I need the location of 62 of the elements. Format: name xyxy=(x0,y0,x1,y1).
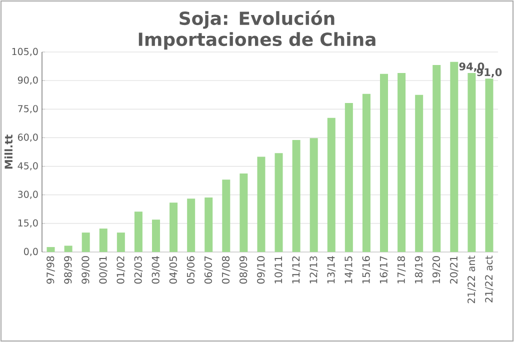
bar xyxy=(240,174,248,252)
bar xyxy=(99,228,108,252)
y-tick-label: 75,0 xyxy=(18,105,38,114)
chart-title: Soja: Evolución Importaciones de China xyxy=(138,10,376,50)
x-tick-label: 08/09 xyxy=(240,256,248,284)
bar xyxy=(432,64,441,252)
x-tick-label: 21/22 ant xyxy=(468,256,476,304)
y-axis-title: Mill.tt xyxy=(4,134,12,169)
y-tick-label: 45,0 xyxy=(18,162,38,170)
y-tick-label: 0,0 xyxy=(24,248,38,256)
x-tick-label: 06/07 xyxy=(204,256,213,284)
bar xyxy=(415,94,424,252)
x-tick-label: 14/15 xyxy=(344,256,354,284)
bar xyxy=(327,118,336,252)
x-tick-label: 16/17 xyxy=(380,256,388,284)
bar xyxy=(485,78,494,252)
x-tick-label: 17/18 xyxy=(397,256,406,284)
x-tick-label: 02/03 xyxy=(134,256,143,284)
x-tick-label: 04/05 xyxy=(169,256,178,284)
x-tick-label: 15/16 xyxy=(362,256,371,284)
y-tick-label: 60,0 xyxy=(18,134,38,142)
x-tick-label: 05/06 xyxy=(186,256,196,284)
bar xyxy=(116,232,125,252)
bar xyxy=(362,94,370,252)
x-tick-label: 12/13 xyxy=(310,256,318,284)
y-tick-label: 15,0 xyxy=(18,219,38,228)
bar xyxy=(468,72,476,252)
bar xyxy=(134,212,142,252)
x-tick-label: 09/10 xyxy=(257,256,266,284)
x-tick-label: 18/19 xyxy=(414,256,424,284)
y-tick-label: 30,0 xyxy=(18,190,38,199)
bar xyxy=(257,156,266,252)
x-tick-label: 97/98 xyxy=(46,256,55,284)
y-tick-label: 90,0 xyxy=(18,76,38,85)
x-tick-label: 19/20 xyxy=(432,256,441,284)
bar xyxy=(204,198,213,252)
bar xyxy=(46,247,55,252)
x-tick-label: 10/11 xyxy=(274,256,283,284)
bar xyxy=(187,198,196,252)
bar xyxy=(170,202,178,252)
bar xyxy=(82,232,90,252)
bar xyxy=(344,103,353,252)
x-tick-label: 11/12 xyxy=(292,256,300,284)
bar xyxy=(380,74,388,252)
x-tick-label: 99/00 xyxy=(82,256,90,284)
x-tick-label: 98/99 xyxy=(64,256,72,284)
bar xyxy=(152,220,160,252)
bar xyxy=(274,153,283,252)
bar xyxy=(398,72,406,252)
x-tick-label: 00/01 xyxy=(99,256,108,284)
bar xyxy=(222,180,230,252)
x-tick-label: 03/04 xyxy=(152,256,160,284)
bar xyxy=(450,62,458,252)
x-tick-label: 07/08 xyxy=(222,256,230,284)
x-tick-label: 01/02 xyxy=(116,256,126,284)
x-tick-label: 13/14 xyxy=(327,256,336,284)
y-tick-label: 105,0 xyxy=(12,48,38,56)
x-tick-label: 20/21 xyxy=(450,256,458,284)
bar xyxy=(310,138,318,252)
bar xyxy=(64,246,72,252)
x-tick-label: 21/22 act xyxy=(485,256,494,302)
bar xyxy=(292,140,300,252)
